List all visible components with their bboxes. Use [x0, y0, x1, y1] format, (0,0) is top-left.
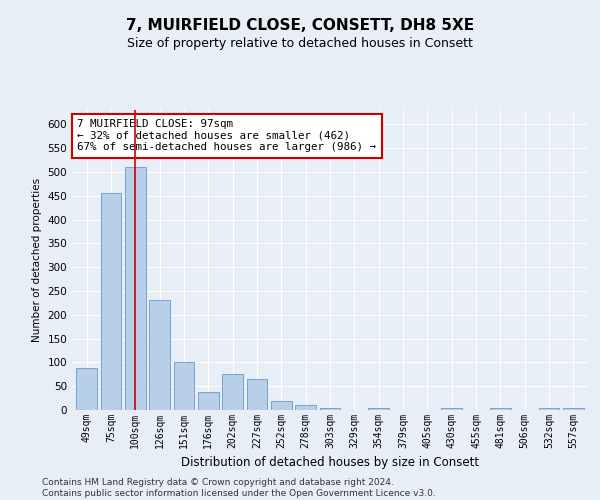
Text: 7, MUIRFIELD CLOSE, CONSETT, DH8 5XE: 7, MUIRFIELD CLOSE, CONSETT, DH8 5XE	[126, 18, 474, 32]
Bar	[368, 408, 389, 410]
X-axis label: Distribution of detached houses by size in Consett: Distribution of detached houses by size …	[181, 456, 479, 469]
Bar	[320, 408, 340, 410]
Bar	[198, 392, 218, 410]
Bar	[149, 300, 170, 410]
Text: 7 MUIRFIELD CLOSE: 97sqm
← 32% of detached houses are smaller (462)
67% of semi-: 7 MUIRFIELD CLOSE: 97sqm ← 32% of detach…	[77, 119, 376, 152]
Bar	[76, 368, 97, 410]
Text: Contains HM Land Registry data © Crown copyright and database right 2024.
Contai: Contains HM Land Registry data © Crown c…	[42, 478, 436, 498]
Y-axis label: Number of detached properties: Number of detached properties	[32, 178, 42, 342]
Bar	[222, 374, 243, 410]
Bar	[295, 405, 316, 410]
Text: Size of property relative to detached houses in Consett: Size of property relative to detached ho…	[127, 38, 473, 51]
Bar	[442, 408, 462, 410]
Bar	[539, 408, 559, 410]
Bar	[173, 362, 194, 410]
Bar	[125, 167, 146, 410]
Bar	[490, 408, 511, 410]
Bar	[271, 402, 292, 410]
Bar	[247, 379, 268, 410]
Bar	[563, 408, 584, 410]
Bar	[101, 194, 121, 410]
